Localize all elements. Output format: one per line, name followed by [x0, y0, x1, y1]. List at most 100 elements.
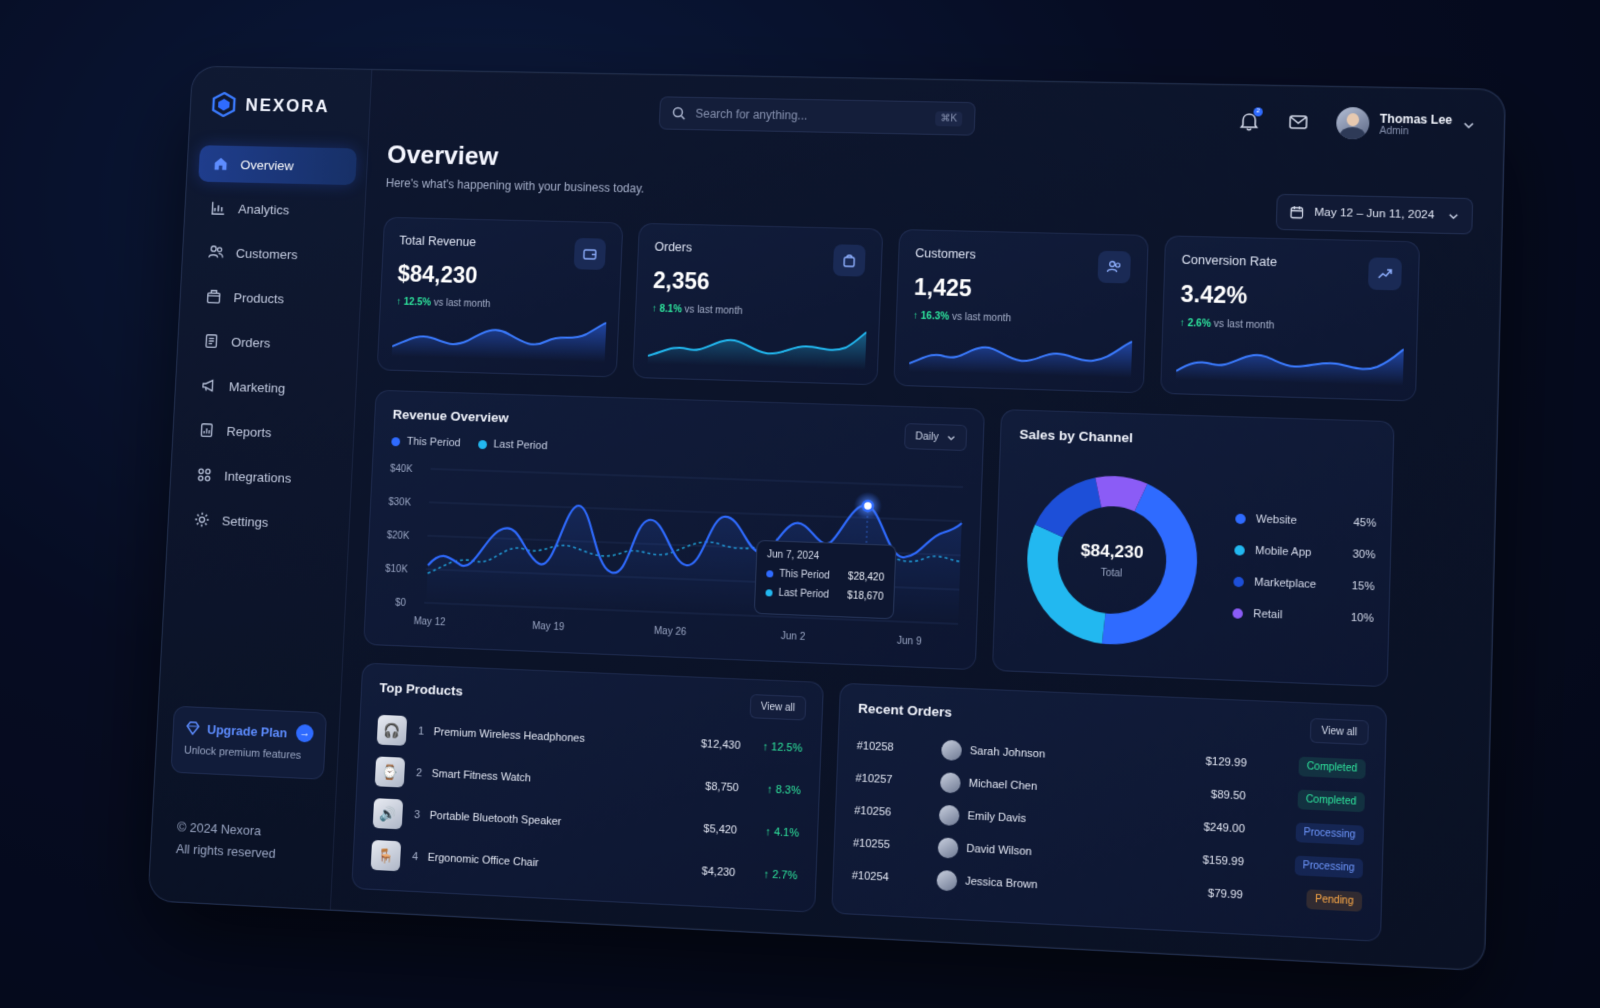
order-amount: $89.50 — [1163, 786, 1246, 802]
dashboard-window: NEXORA Overview Analytics Customers Prod… — [147, 66, 1506, 972]
sidebar-nav: Overview Analytics Customers Products Or… — [179, 145, 357, 551]
upgrade-plan-card[interactable]: Upgrade Plan → Unlock premium features — [170, 706, 327, 780]
kpi-delta: ↑ 12.5% vs last month — [396, 297, 603, 313]
product-growth-value: 4.1% — [774, 826, 800, 839]
header-actions: 2 Thomas Lee Admin — [1237, 105, 1475, 142]
sidebar-item-analytics[interactable]: Analytics — [196, 189, 355, 229]
search-icon — [672, 106, 686, 120]
top-products-card: Top Products View all 🎧 1 Premium Wirele… — [351, 663, 824, 913]
x-tick-label: May 19 — [532, 621, 565, 633]
legend-last-period[interactable]: Last Period — [478, 438, 548, 452]
sidebar-item-label: Customers — [236, 246, 299, 262]
channel-name: Marketplace — [1254, 576, 1316, 591]
recent-orders-card: Recent Orders View all #10258 Sarah John… — [831, 683, 1387, 942]
donut-total-value: $84,230 — [1080, 540, 1143, 563]
integrations-icon — [195, 466, 213, 484]
y-tick-label: $0 — [395, 598, 407, 609]
arrow-right-icon[interactable]: → — [296, 724, 314, 743]
channel-row-retail[interactable]: Retail 10% — [1232, 597, 1374, 634]
gear-icon — [193, 511, 211, 529]
sales-by-channel-title: Sales by Channel — [1019, 427, 1374, 453]
notifications-button[interactable]: 2 — [1238, 110, 1261, 132]
tooltip-this-label: This Period — [779, 569, 830, 582]
notification-count-badge: 2 — [1253, 107, 1262, 116]
revenue-overview-title: Revenue Overview — [392, 407, 965, 440]
trend-icon — [1368, 257, 1402, 290]
y-tick-label: $30K — [388, 497, 411, 509]
donut-total-label: Total — [1100, 567, 1122, 579]
avatar — [1336, 107, 1370, 140]
search-input[interactable]: Search for anything... ⌘K — [659, 96, 976, 135]
x-tick-label: May 12 — [413, 616, 446, 628]
bag-icon — [833, 244, 866, 276]
hover-point[interactable] — [863, 501, 873, 511]
sidebar-item-customers[interactable]: Customers — [193, 233, 352, 274]
kpi-value: $84,230 — [397, 261, 605, 293]
user-menu[interactable]: Thomas Lee Admin — [1336, 107, 1476, 142]
avatar — [938, 837, 959, 858]
avatar — [939, 805, 960, 826]
x-tick-label: Jun 2 — [781, 631, 806, 643]
sidebar-item-settings[interactable]: Settings — [179, 500, 339, 543]
product-revenue: $4,230 — [646, 863, 736, 880]
product-growth-value: 8.3% — [775, 784, 801, 797]
product-rank: 2 — [416, 767, 432, 780]
order-id: #10258 — [856, 740, 941, 756]
chair-icon: 🪑 — [371, 840, 402, 871]
date-range-picker[interactable]: May 12 – Jun 11, 2024 — [1276, 194, 1473, 235]
chevron-down-icon — [1462, 119, 1475, 131]
kpi-delta-text: vs last month — [1214, 319, 1275, 332]
channel-pct: 45% — [1353, 516, 1376, 529]
wallet-icon — [574, 238, 606, 270]
tooltip-last-value: $18,670 — [847, 590, 884, 602]
sidebar-item-orders[interactable]: Orders — [189, 322, 348, 363]
sidebar-item-marketing[interactable]: Marketing — [186, 366, 346, 408]
product-growth: ↑ 12.5% — [762, 741, 802, 755]
y-tick-label: $10K — [385, 564, 408, 576]
channel-row-mobile-app[interactable]: Mobile App 30% — [1234, 534, 1376, 571]
order-amount: $129.99 — [1164, 754, 1247, 770]
rights-line: All rights reserved — [175, 838, 276, 865]
sidebar-item-reports[interactable]: Reports — [184, 411, 344, 453]
messages-button[interactable] — [1287, 111, 1310, 133]
kpi-card-conversion-rate[interactable]: Conversion Rate 3.42% ↑ 2.6% vs last mon… — [1160, 235, 1420, 401]
avatar — [941, 740, 962, 761]
product-growth: ↑ 8.3% — [767, 784, 801, 798]
speaker-icon: 🔊 — [373, 798, 404, 829]
mail-icon — [1287, 111, 1310, 133]
sidebar-item-overview[interactable]: Overview — [198, 145, 357, 185]
kpi-delta-value: 16.3% — [921, 311, 950, 323]
sidebar-item-label: Analytics — [238, 201, 290, 217]
customer-name: Michael Chen — [968, 778, 1163, 799]
report-icon — [198, 421, 216, 439]
channel-name: Retail — [1253, 608, 1282, 621]
sidebar-item-integrations[interactable]: Integrations — [182, 456, 342, 499]
sparkline-customers — [909, 326, 1133, 378]
recent-orders-view-all-button[interactable]: View all — [1310, 718, 1369, 745]
brand-logo[interactable]: NEXORA — [211, 92, 330, 119]
status-badge: Processing — [1294, 855, 1363, 878]
revenue-overview-card: Revenue Overview Daily This Period Last … — [363, 390, 985, 670]
kpi-card-total-revenue[interactable]: Total Revenue $84,230 ↑ 12.5% vs last mo… — [377, 217, 624, 378]
diamond-icon — [185, 720, 201, 736]
sidebar-item-products[interactable]: Products — [191, 278, 350, 319]
kpi-card-customers[interactable]: Customers 1,425 ↑ 16.3% vs last month — [893, 229, 1148, 393]
legend-this-period[interactable]: This Period — [391, 435, 461, 449]
top-products-view-all-button[interactable]: View all — [749, 694, 806, 721]
period-select[interactable]: Daily — [904, 423, 968, 451]
product-name: Smart Fitness Watch — [431, 768, 649, 790]
channel-legend: Website 45% Mobile App 30% Marketplace 15% … — [1232, 502, 1377, 634]
kpi-card-orders[interactable]: Orders 2,356 ↑ 8.1% vs last month — [632, 223, 883, 385]
home-icon — [212, 155, 230, 173]
order-id: #10255 — [853, 837, 938, 853]
legend-swatch — [391, 437, 400, 446]
product-growth-value: 12.5% — [771, 741, 803, 755]
customer-name: David Wilson — [966, 843, 1161, 865]
customer-name: Jessica Brown — [965, 875, 1160, 897]
users-icon — [1097, 251, 1131, 284]
box-icon — [205, 288, 223, 306]
tooltip-this-value: $28,420 — [848, 571, 885, 583]
channel-row-website[interactable]: Website 45% — [1235, 502, 1377, 538]
avatar — [940, 772, 961, 793]
legend-swatch — [1232, 608, 1243, 619]
